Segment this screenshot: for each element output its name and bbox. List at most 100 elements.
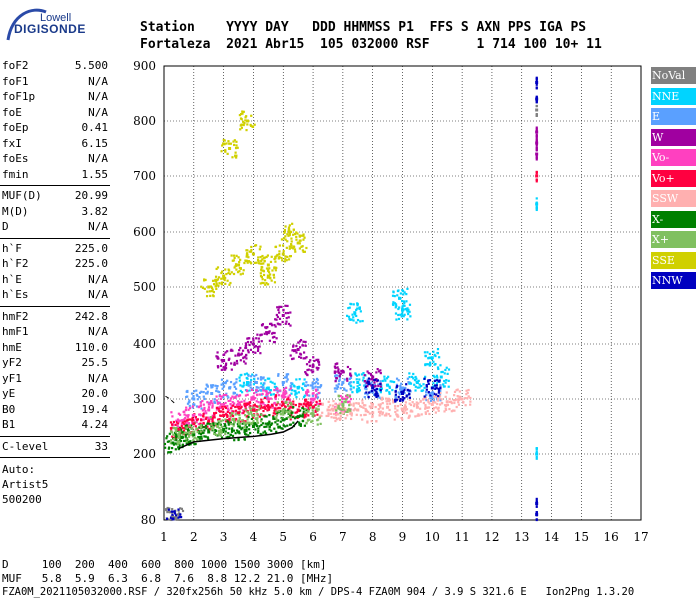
echo-point xyxy=(389,414,392,418)
echo-point xyxy=(238,114,241,117)
echo-point xyxy=(259,420,263,423)
echo-point xyxy=(277,374,280,377)
echo-point xyxy=(199,422,202,425)
echo-point xyxy=(377,408,380,411)
echo-point xyxy=(185,426,189,429)
echo-point xyxy=(448,407,451,411)
echo-point xyxy=(408,402,411,405)
echo-point xyxy=(426,409,429,413)
echo-point xyxy=(244,414,247,417)
echo-point xyxy=(265,333,269,336)
echo-point xyxy=(404,404,407,407)
echo-point xyxy=(263,259,266,263)
echo-point xyxy=(254,244,258,247)
echo-point xyxy=(300,234,303,237)
echo-point xyxy=(410,375,414,379)
echo-point xyxy=(439,403,442,406)
echo-point xyxy=(284,405,287,409)
echo-point xyxy=(229,142,232,145)
echo-point xyxy=(346,396,349,399)
echo-point xyxy=(427,357,430,360)
echo-point xyxy=(202,418,205,421)
echo-point xyxy=(227,358,230,362)
parameter-row: D N/A xyxy=(2,219,108,235)
echo-point xyxy=(385,414,388,417)
echo-point xyxy=(192,419,196,422)
echo-point xyxy=(383,414,387,417)
echo-point xyxy=(315,407,318,410)
echo-point xyxy=(361,418,364,421)
echo-point xyxy=(335,384,338,387)
echo-point xyxy=(191,419,194,422)
echo-point xyxy=(269,273,272,276)
echo-point xyxy=(290,392,293,395)
profile-curve xyxy=(178,420,299,450)
echo-point xyxy=(253,404,256,407)
muf-scale-line: MUF 5.8 5.9 6.3 6.8 7.6 8.8 12.2 21.0 [M… xyxy=(2,572,334,585)
echo-point xyxy=(187,435,191,438)
echo-point xyxy=(403,304,406,307)
echo-point xyxy=(290,237,293,240)
echo-point xyxy=(218,409,221,412)
echo-point xyxy=(338,407,341,410)
echo-point xyxy=(262,257,265,260)
echo-point xyxy=(227,140,230,143)
echo-point xyxy=(312,412,315,415)
echo-point xyxy=(242,110,245,113)
echo-point xyxy=(286,304,289,308)
echo-point xyxy=(340,400,344,403)
echo-point xyxy=(188,399,191,402)
echo-point xyxy=(204,424,208,427)
echo-point xyxy=(393,418,396,421)
echo-point xyxy=(226,279,229,282)
data-point xyxy=(281,394,285,398)
echo-point xyxy=(302,234,305,237)
echo-point xyxy=(262,431,265,434)
echo-point xyxy=(316,413,319,416)
echo-point xyxy=(258,393,262,396)
echo-point xyxy=(378,396,381,399)
echo-point xyxy=(368,412,371,415)
echo-point xyxy=(220,431,223,434)
echo-point xyxy=(453,390,457,394)
echo-point xyxy=(445,391,448,394)
echo-point xyxy=(334,374,337,377)
echo-point xyxy=(245,128,248,132)
echo-point xyxy=(362,406,365,409)
echo-point xyxy=(306,373,309,377)
echo-point xyxy=(234,405,237,409)
echo-point xyxy=(230,429,234,432)
echo-point xyxy=(535,518,538,522)
echo-point xyxy=(211,384,215,387)
echo-point xyxy=(535,144,538,147)
echo-point xyxy=(347,307,350,310)
data-point xyxy=(251,342,255,346)
echo-point xyxy=(369,390,372,394)
x-tick-label: 12 xyxy=(484,530,499,544)
data-point xyxy=(207,419,211,423)
echo-point xyxy=(406,318,409,321)
echo-point xyxy=(247,384,250,387)
echo-point xyxy=(275,313,278,317)
echo-point xyxy=(251,125,254,128)
echo-point xyxy=(177,412,180,415)
echo-point xyxy=(278,426,281,429)
echo-point xyxy=(316,419,319,422)
echo-point xyxy=(234,419,237,422)
echo-point xyxy=(222,353,225,357)
echo-point xyxy=(447,379,450,382)
echo-point xyxy=(253,261,256,264)
echo-point xyxy=(232,423,235,426)
echo-point xyxy=(383,375,386,378)
echo-point xyxy=(464,397,467,400)
data-point xyxy=(371,375,375,379)
echo-point xyxy=(169,427,173,430)
echo-point xyxy=(265,392,268,395)
echo-point xyxy=(299,414,302,417)
echo-point xyxy=(198,396,201,399)
echo-point xyxy=(367,381,370,384)
y-tick-label: 80 xyxy=(141,513,156,527)
echo-point xyxy=(394,400,397,403)
echo-point xyxy=(257,259,260,263)
echo-point xyxy=(277,406,281,410)
